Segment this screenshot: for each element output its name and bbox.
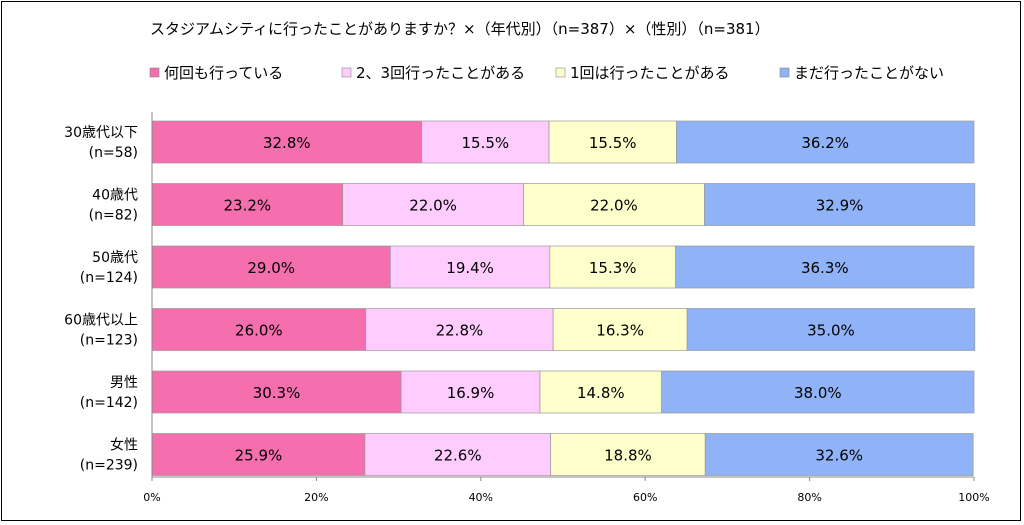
bar-segment: [686, 308, 976, 351]
bar-segment: [151, 370, 402, 414]
legend-swatch-2: [341, 67, 352, 78]
bar-segment: [552, 308, 688, 351]
bar-segment: [704, 433, 974, 476]
category-label: 女性: [110, 437, 138, 454]
x-tick-label: 0%: [143, 491, 160, 504]
bar-segment: [151, 183, 344, 226]
data-label: 36.3%: [801, 259, 849, 277]
data-label: 16.3%: [596, 322, 644, 340]
data-label: 22.6%: [434, 447, 482, 465]
bar-segment: [548, 120, 677, 164]
data-label: 15.5%: [589, 134, 637, 152]
bar-segment: [151, 433, 366, 476]
data-label: 35.0%: [807, 322, 855, 340]
legend-label-2: 2、3回行ったことがある: [356, 64, 525, 82]
data-label: 25.9%: [235, 447, 283, 465]
data-label: 15.3%: [589, 259, 637, 277]
data-label: 16.9%: [447, 384, 495, 402]
data-label: 14.8%: [577, 384, 625, 402]
data-label: 32.8%: [263, 134, 311, 152]
data-label: 22.8%: [436, 322, 484, 340]
data-label: 22.0%: [590, 197, 638, 215]
bar-segment: [661, 370, 975, 414]
bar-segment: [390, 245, 551, 289]
category-label: 50歳代: [92, 250, 138, 266]
bar-segment: [675, 245, 975, 289]
data-label: 32.6%: [815, 447, 863, 465]
bar-segment: [364, 433, 552, 476]
bar-segment: [704, 183, 976, 226]
bar-segment: [421, 120, 550, 164]
data-label: 18.8%: [604, 447, 652, 465]
bar-segment: [365, 308, 554, 351]
bar-segment: [400, 370, 541, 414]
legend-swatch-4: [779, 67, 790, 78]
data-label: 23.2%: [224, 197, 272, 215]
chart-title: スタジアムシティに行ったことがありますか？×（年代別）（n=387）×（性別）（…: [150, 20, 770, 38]
data-label: 19.4%: [446, 259, 494, 277]
data-label: 32.9%: [816, 197, 864, 215]
category-count-label: (n=123): [80, 333, 138, 349]
data-label: 36.2%: [801, 134, 849, 152]
legend-swatch-1: [149, 67, 160, 78]
data-label: 38.0%: [794, 384, 842, 402]
legend-label-3: 1回は行ったことがある: [570, 64, 730, 82]
bar-segment: [550, 433, 706, 476]
x-tick-label: 20%: [304, 491, 328, 504]
x-tick-label: 100%: [958, 491, 989, 504]
bar-segment: [151, 308, 367, 351]
legend-swatch-3: [555, 67, 566, 78]
category-count-label: (n=124): [80, 270, 138, 286]
bar-segment: [342, 183, 524, 226]
category-label: 40歳代: [92, 188, 138, 204]
x-tick-label: 80%: [797, 491, 821, 504]
bar-segment: [151, 120, 422, 164]
data-label: 15.5%: [461, 134, 509, 152]
data-label: 26.0%: [235, 322, 283, 340]
legend-label-1: 何回も行っている: [164, 64, 283, 82]
data-label: 22.0%: [409, 197, 457, 215]
category-label: 60歳代以上: [64, 313, 138, 329]
category-label: 男性: [110, 375, 138, 391]
legend-label-4: まだ行ったことがない: [794, 64, 944, 82]
data-label: 30.3%: [253, 384, 301, 402]
x-tick-label: 40%: [469, 491, 493, 504]
category-count-label: (n=142): [80, 395, 138, 411]
category-count-label: (n=239): [80, 458, 138, 474]
category-label: 30歳代以下: [64, 125, 138, 141]
category-count-label: (n=58): [89, 145, 138, 161]
category-count-label: (n=82): [89, 208, 138, 224]
bar-segment: [523, 183, 705, 226]
bar-segment: [539, 370, 662, 414]
x-tick-label: 60%: [633, 491, 657, 504]
legend: 何回も行っている 2、3回行ったことがある 1回は行ったことがある まだ行ったことがな…: [149, 64, 944, 82]
plot-area: 32.8% 15.5% 15.5% 36.2% 30歳代以下 (n=58) 23.2% 22.…: [64, 112, 990, 504]
bar-segment: [676, 120, 975, 164]
data-label: 29.0%: [247, 259, 295, 277]
